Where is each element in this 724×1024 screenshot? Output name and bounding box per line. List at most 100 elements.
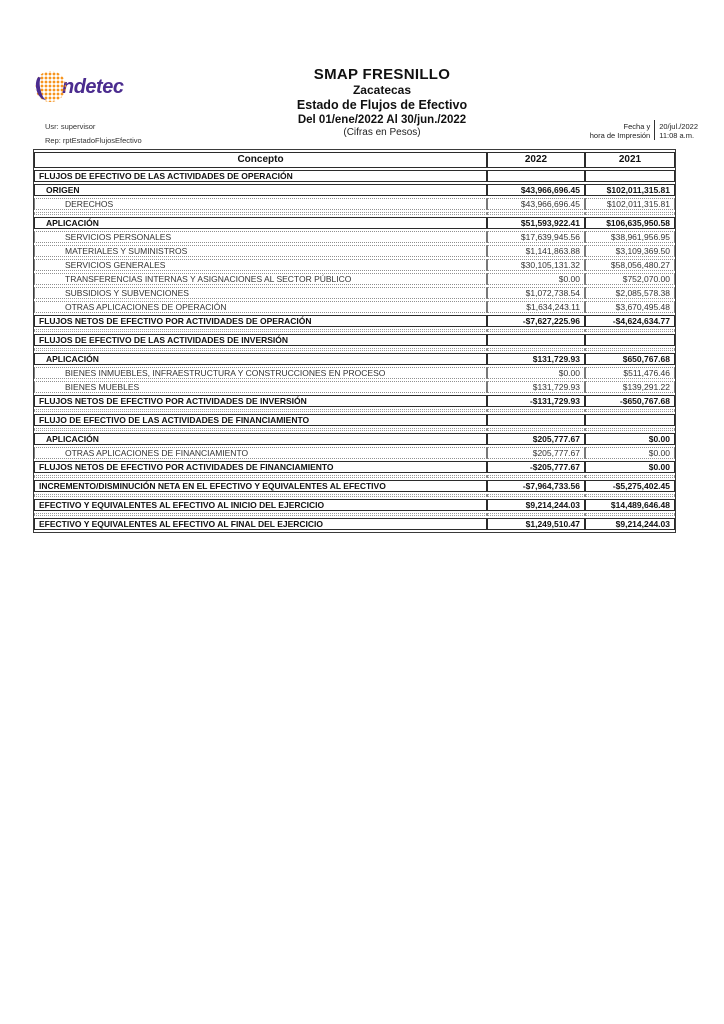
row-concepto-cell: SUBSIDIOS Y SUBVENCIONES [34,287,487,299]
print-info-values: 20/jul./2022 11:08 a.m. [659,120,698,140]
print-info-labels: Fecha y hora de Impresión [590,120,650,140]
table-row [34,348,675,351]
row-2022-cell: $205,777.67 [487,433,585,445]
row-2021-cell: $0.00 [585,447,675,459]
row-2021-cell [585,170,675,182]
row-concepto-cell: OTRAS APLICACIONES DE OPERACIÓN [34,301,487,313]
row-2022-cell: $9,214,244.03 [487,499,585,511]
table-row: APLICACIÓN $205,777.67 $0.00 [34,433,675,445]
row-2021-cell: $139,291.22 [585,381,675,393]
row-2021-cell [585,494,675,497]
table-row: TRANSFERENCIAS INTERNAS Y ASIGNACIONES A… [34,273,675,285]
row-concepto-cell [34,475,487,478]
row-concepto-cell: MATERIALES Y SUMINISTROS [34,245,487,257]
row-2022-cell: $0.00 [487,367,585,379]
table-row: SERVICIOS PERSONALES $17,639,945.56 $38,… [34,231,675,243]
table-row: BIENES INMUEBLES, INFRAESTRUCTURA Y CONS… [34,367,675,379]
row-concepto-cell [34,428,487,431]
row-2022-cell [487,170,585,182]
row-concepto-cell: FLUJO DE EFECTIVO DE LAS ACTIVIDADES DE … [34,414,487,426]
print-info: Fecha y hora de Impresión 20/jul./2022 1… [590,120,698,140]
column-header-2021: 2021 [585,152,675,168]
row-2022-cell: -$7,964,733.56 [487,480,585,492]
row-2021-cell: $511,476.46 [585,367,675,379]
row-2021-cell: -$4,624,634.77 [585,315,675,327]
logo-wordmark: ndetec [62,75,124,98]
table-row: EFECTIVO Y EQUIVALENTES AL EFECTIVO AL I… [34,499,675,511]
row-2022-cell: -$131,729.93 [487,395,585,407]
row-2022-cell [487,348,585,351]
row-2022-cell: $51,593,922.41 [487,217,585,229]
row-2022-cell [487,428,585,431]
indetec-crescent-icon [33,72,56,102]
row-2021-cell: $9,214,244.03 [585,518,675,530]
column-header-concepto: Concepto [34,152,487,168]
table-row: FLUJOS NETOS DE EFECTIVO POR ACTIVIDADES… [34,461,675,473]
row-2021-cell: $2,085,578.38 [585,287,675,299]
table-row: FLUJOS DE EFECTIVO DE LAS ACTIVIDADES DE… [34,170,675,182]
cashflow-table: Concepto 2022 2021 FLUJOS DE EFECTIVO DE… [33,149,676,533]
table-row [34,212,675,215]
table-row: MATERIALES Y SUMINISTROS $1,141,863.88 $… [34,245,675,257]
row-2022-cell [487,329,585,332]
row-2021-cell: $650,767.68 [585,353,675,365]
row-2022-cell: $1,141,863.88 [487,245,585,257]
row-2021-cell [585,329,675,332]
row-2021-cell [585,334,675,346]
table-row: ORIGEN $43,966,696.45 $102,011,315.81 [34,184,675,196]
table-row: FLUJOS NETOS DE EFECTIVO POR ACTIVIDADES… [34,395,675,407]
user-label: Usr: supervisor [45,122,96,131]
row-2021-cell: $3,109,369.50 [585,245,675,257]
row-2022-cell: $30,105,131.32 [487,259,585,271]
row-concepto-cell: OTRAS APLICACIONES DE FINANCIAMIENTO [34,447,487,459]
row-2021-cell: $14,489,646.48 [585,499,675,511]
row-2021-cell: $102,011,315.81 [585,198,675,210]
row-2022-cell: -$7,627,225.96 [487,315,585,327]
row-concepto-cell: APLICACIÓN [34,217,487,229]
row-2021-cell: $58,056,480.27 [585,259,675,271]
row-2021-cell: -$650,767.68 [585,395,675,407]
report-meta: Usr: supervisor Rep: rptEstadoFlujosEfec… [45,122,142,150]
row-2021-cell: -$5,275,402.45 [585,480,675,492]
row-2022-cell: $0.00 [487,273,585,285]
print-date: 20/jul./2022 [659,122,698,131]
row-concepto-cell [34,494,487,497]
cashflow-table-grid: Concepto 2022 2021 FLUJOS DE EFECTIVO DE… [34,150,675,532]
report-id-label: Rep: rptEstadoFlujosEfectivo [45,136,142,145]
row-concepto-cell: EFECTIVO Y EQUIVALENTES AL EFECTIVO AL F… [34,518,487,530]
column-header-2022: 2022 [487,152,585,168]
report-name: Estado de Flujos de Efectivo [296,98,468,112]
table-row [34,329,675,332]
row-2021-cell: $38,961,956.95 [585,231,675,243]
row-concepto-cell [34,329,487,332]
table-row: OTRAS APLICACIONES DE FINANCIAMIENTO $20… [34,447,675,459]
row-concepto-cell: FLUJOS NETOS DE EFECTIVO POR ACTIVIDADES… [34,461,487,473]
row-2022-cell: $17,639,945.56 [487,231,585,243]
row-2022-cell: -$205,777.67 [487,461,585,473]
row-2021-cell [585,212,675,215]
row-2021-cell: $106,635,950.58 [585,217,675,229]
row-concepto-cell: FLUJOS NETOS DE EFECTIVO POR ACTIVIDADES… [34,315,487,327]
row-concepto-cell [34,212,487,215]
table-row [34,409,675,412]
row-concepto-cell: DERECHOS [34,198,487,210]
row-2021-cell [585,414,675,426]
row-concepto-cell: FLUJOS DE EFECTIVO DE LAS ACTIVIDADES DE… [34,334,487,346]
row-2021-cell: $0.00 [585,433,675,445]
row-2022-cell: $43,966,696.45 [487,198,585,210]
print-info-divider [654,120,656,140]
print-time: 11:08 a.m. [659,131,695,140]
table-row: FLUJOS DE EFECTIVO DE LAS ACTIVIDADES DE… [34,334,675,346]
table-row [34,513,675,516]
row-2021-cell [585,428,675,431]
table-row: BIENES MUEBLES $131,729.93 $139,291.22 [34,381,675,393]
row-2022-cell [487,475,585,478]
row-2022-cell: $131,729.93 [487,381,585,393]
row-2022-cell: $131,729.93 [487,353,585,365]
row-2022-cell: $1,634,243.11 [487,301,585,313]
row-concepto-cell: EFECTIVO Y EQUIVALENTES AL EFECTIVO AL I… [34,499,487,511]
row-2022-cell: $205,777.67 [487,447,585,459]
table-row: SUBSIDIOS Y SUBVENCIONES $1,072,738.54 $… [34,287,675,299]
row-2021-cell [585,475,675,478]
indetec-logo: ndetec [33,71,124,102]
